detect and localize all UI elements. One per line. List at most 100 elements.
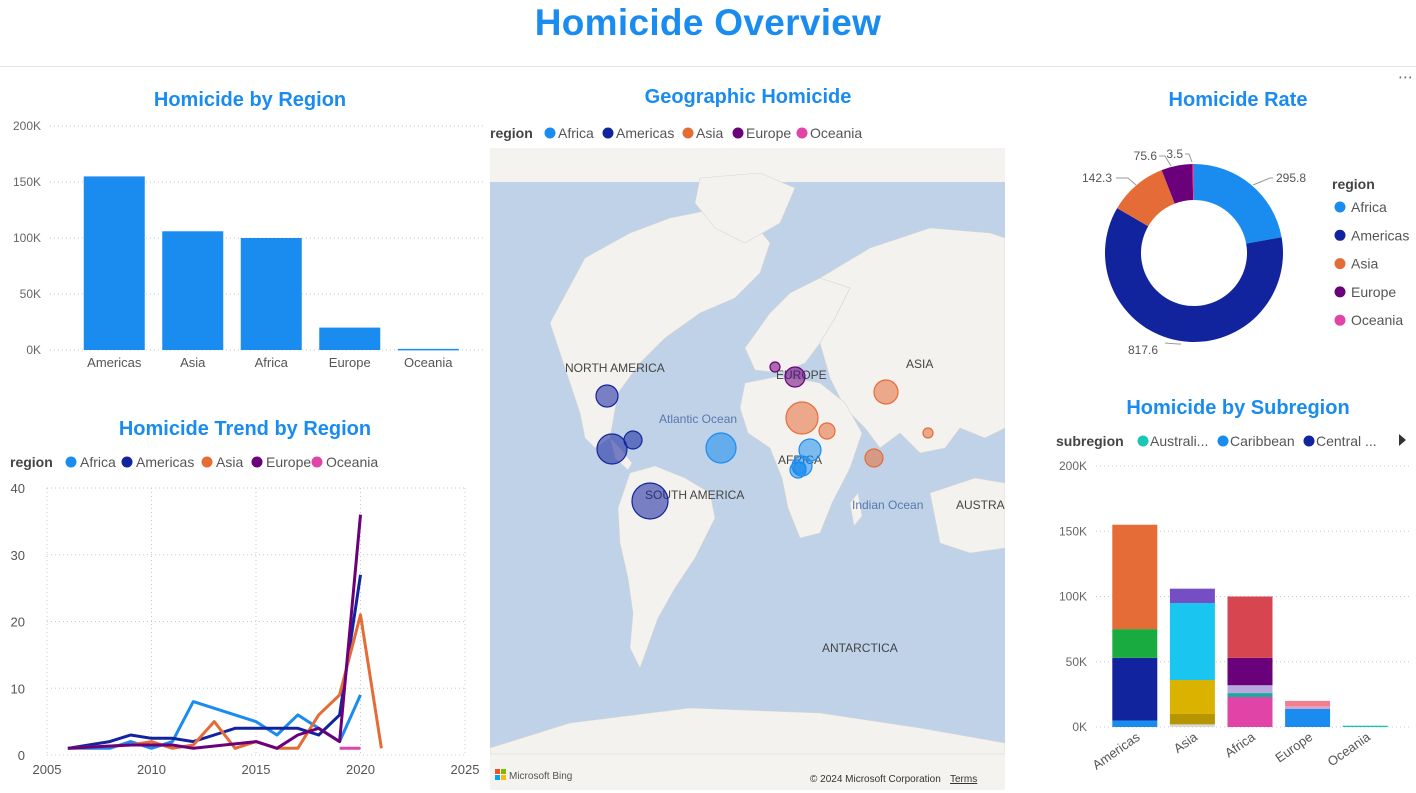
bar-americas <box>83 176 145 350</box>
x-tick-label: 2025 <box>451 762 480 777</box>
x-tick-label: 2020 <box>346 762 375 777</box>
x-tick-label: Europe <box>329 355 371 370</box>
legend-dot <box>1334 286 1346 298</box>
y-tick-label: 10 <box>11 681 25 696</box>
donut-slice-americas <box>1105 208 1283 342</box>
legend-dot <box>1334 201 1346 213</box>
legend-dot <box>796 127 808 139</box>
y-tick-label: 100K <box>1059 590 1087 604</box>
stack-segment <box>1285 708 1331 727</box>
stack-segment <box>1227 693 1273 697</box>
map-bubble-americas <box>596 433 628 465</box>
legend-label: Americas <box>616 125 674 141</box>
x-tick-label: Americas <box>1090 729 1143 773</box>
legend-next-arrow-icon <box>1399 434 1406 446</box>
legend-dot <box>251 456 263 468</box>
map-label-australia: AUSTRAL <box>956 498 1005 512</box>
bar-asia <box>162 231 224 350</box>
stack-segment <box>1227 596 1273 658</box>
map-title: Geographic Homicide <box>644 86 852 108</box>
antarctica-land <box>490 707 1005 755</box>
legend-label: Africa <box>80 454 116 470</box>
stack-segment <box>1285 706 1331 709</box>
stack-segment <box>1227 657 1273 686</box>
legend-title: region <box>490 125 533 141</box>
stack-segment <box>1169 588 1215 604</box>
bing-logo-icon <box>501 775 506 780</box>
legend-dot <box>1334 314 1346 326</box>
legend-title: subregion <box>1056 433 1124 449</box>
leader-line <box>1185 153 1193 163</box>
map-label-indian: Indian Ocean <box>852 498 923 512</box>
stack-segment <box>1227 685 1273 694</box>
bing-logo-icon <box>495 775 500 780</box>
legend-dot <box>121 456 133 468</box>
x-tick-label: 2010 <box>137 762 166 777</box>
legend-dot <box>1137 435 1149 447</box>
australia-land <box>929 477 1005 554</box>
more-options-icon[interactable]: ⋯ <box>1398 69 1414 86</box>
legend-label: Americas <box>136 454 194 470</box>
legend-dot <box>1334 229 1346 241</box>
map-label-atlantic: Atlantic Ocean <box>659 412 737 426</box>
y-tick-label: 100K <box>13 231 41 245</box>
y-tick-label: 0K <box>1072 720 1087 734</box>
legend-label: Oceania <box>810 125 862 141</box>
map-terms-link: Terms <box>950 774 977 785</box>
map-legend: region Africa Americas Asia Europe Oceania <box>490 125 862 141</box>
map-bubble-europe <box>769 361 781 373</box>
map-label-south-america: SOUTH AMERICA <box>645 488 744 502</box>
series-line-americas <box>67 574 362 750</box>
legend-dot <box>65 456 77 468</box>
greenland-land <box>694 172 796 244</box>
donut-slice-asia <box>1117 170 1175 227</box>
donut-value-label: 142.3 <box>1082 171 1112 185</box>
legend-dot <box>602 127 614 139</box>
map-bubble-africa <box>793 461 807 475</box>
legend-label: Asia <box>696 125 723 141</box>
legend-label: Oceania <box>1351 312 1403 328</box>
legend-dot <box>1334 258 1346 270</box>
legend-label: Europe <box>1351 284 1396 300</box>
y-tick-label: 200K <box>1059 459 1087 473</box>
donut-value-label: 3.5 <box>1166 147 1183 161</box>
donut-value-label: 75.6 <box>1134 149 1158 163</box>
x-tick-label: Asia <box>1171 729 1201 756</box>
madagascar-land <box>849 492 863 527</box>
y-tick-label: 40 <box>11 481 25 496</box>
map-footer-logo: Microsoft Bing <box>509 771 572 782</box>
map-bubble-europe <box>784 366 806 388</box>
y-tick-label: 50K <box>20 287 41 301</box>
asia-land <box>819 227 1005 454</box>
legend-label: Central ... <box>1316 433 1377 449</box>
bar-oceania <box>397 348 459 351</box>
y-tick-label: 0 <box>18 748 25 763</box>
y-tick-label: 200K <box>13 119 41 133</box>
legend-label: Africa <box>558 125 594 141</box>
map-label-north-america: NORTH AMERICA <box>565 361 665 375</box>
y-tick-label: 30 <box>11 548 25 563</box>
map-bubble-asia <box>864 448 884 468</box>
stack-segment <box>1112 657 1158 721</box>
legend-label: Europe <box>266 454 311 470</box>
legend-label: Australi... <box>1150 433 1208 449</box>
trend-line-chart: region Africa Americas Asia Europe Oceania 40 3… <box>10 454 480 777</box>
stack-segment <box>1342 725 1388 727</box>
subregion-chart-title: Homicide by Subregion <box>1126 397 1350 419</box>
map-label-antarctica: ANTARCTICA <box>822 641 898 655</box>
bar-europe <box>319 327 381 350</box>
legend-dot <box>1303 435 1315 447</box>
map-bubble-asia <box>785 401 819 435</box>
map-bubble-americas <box>631 482 669 520</box>
stack-segment <box>1285 700 1331 707</box>
stack-segment <box>1169 680 1215 714</box>
legend-dot <box>732 127 744 139</box>
map-bubble-asia <box>873 379 899 405</box>
x-tick-label: 2005 <box>33 762 62 777</box>
header-divider <box>0 66 1416 67</box>
stack-segment <box>1169 724 1215 727</box>
trend-chart-title: Homicide Trend by Region <box>118 418 372 440</box>
legend-label: Americas <box>1351 227 1409 243</box>
bar-africa <box>240 238 302 350</box>
